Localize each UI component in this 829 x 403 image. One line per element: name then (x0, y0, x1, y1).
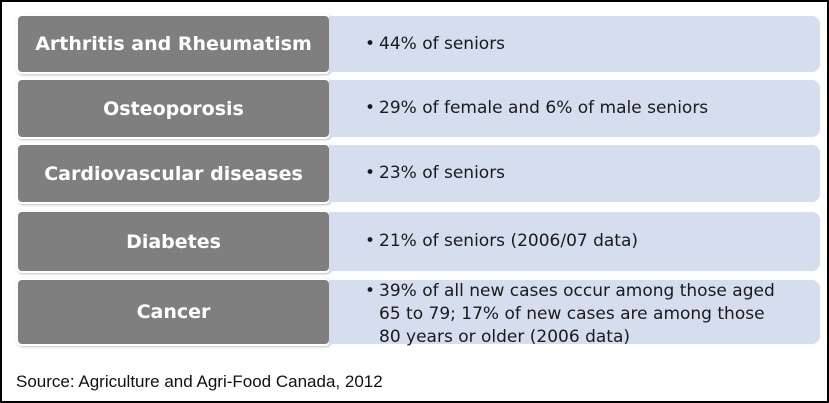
bullet-icon: • (365, 281, 376, 301)
row-description: • 39% of all new cases occur among those … (329, 280, 820, 347)
bullet-icon: • (365, 231, 376, 251)
row-text: 21% of seniors (2006/07 data) (379, 231, 639, 251)
row-text: 44% of seniors (379, 33, 506, 54)
row-description: • 21% of seniors (2006/07 data) (329, 212, 820, 271)
bullet-icon: • (365, 33, 376, 54)
row-description: • 44% of seniors (329, 16, 820, 72)
row-label: Diabetes (16, 210, 331, 273)
row-description: • 23% of seniors (329, 145, 820, 202)
table-row: Diabetes • 21% of seniors (2006/07 data) (16, 210, 820, 273)
row-text: 23% of seniors (379, 163, 506, 183)
row-label: Osteoporosis (16, 78, 331, 139)
table-row: Arthritis and Rheumatism • 44% of seniors (16, 14, 820, 74)
row-label: Arthritis and Rheumatism (16, 14, 331, 74)
bullet-icon: • (365, 98, 376, 118)
row-label: Cancer (16, 278, 331, 346)
row-label: Cardiovascular diseases (16, 143, 331, 204)
bullet-icon: • (365, 163, 376, 183)
row-text: 29% of female and 6% of male seniors (379, 98, 709, 118)
table-row: Osteoporosis • 29% of female and 6% of ma… (16, 78, 820, 139)
source-note: Source: Agriculture and Agri-Food Canada… (16, 372, 383, 391)
row-text: 39% of all new cases occur among those a… (379, 281, 775, 347)
table-row: Cancer • 39% of all new cases occur among… (16, 278, 820, 347)
table-row: Cardiovascular diseases • 23% of seniors (16, 143, 820, 204)
row-description: • 29% of female and 6% of male seniors (329, 80, 820, 137)
